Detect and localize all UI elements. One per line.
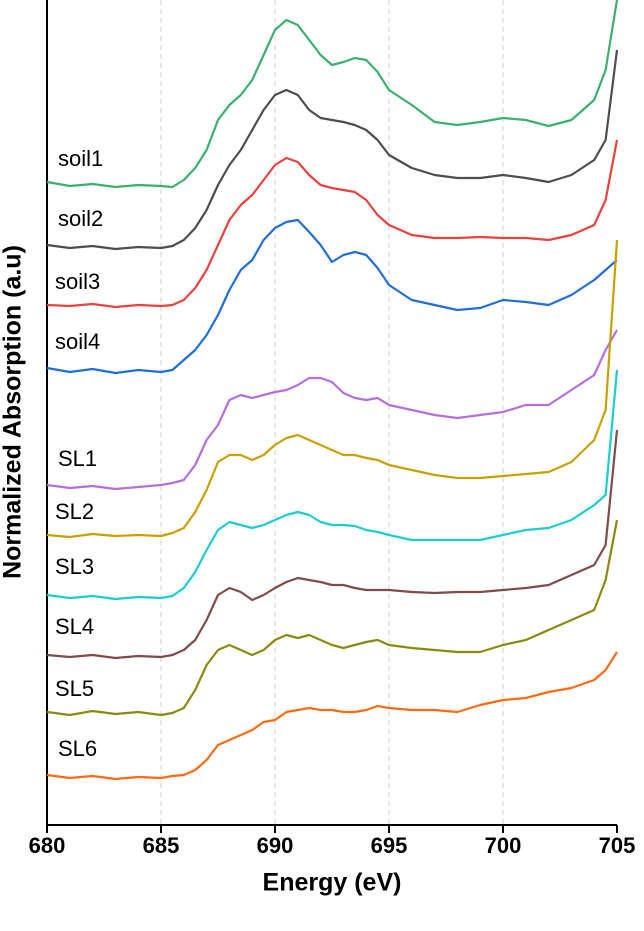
x-tick-label: 705 bbox=[599, 833, 636, 858]
series-label: soil4 bbox=[55, 329, 100, 354]
series-line bbox=[46, 651, 618, 781]
series-label: SL2 bbox=[55, 499, 94, 524]
series-line bbox=[46, 329, 618, 491]
series-label: soil3 bbox=[55, 269, 100, 294]
series-line bbox=[46, 0, 619, 189]
series-label: SL6 bbox=[58, 736, 97, 761]
series-line bbox=[46, 49, 619, 251]
x-tick-label: 695 bbox=[371, 833, 408, 858]
x-tick-label: 680 bbox=[29, 833, 66, 858]
x-tick-label: 700 bbox=[485, 833, 522, 858]
series-line bbox=[46, 369, 619, 601]
x-tick-label: 690 bbox=[257, 833, 294, 858]
y-axis-title: Normalized Absorption (a.u) bbox=[0, 245, 27, 579]
series-line bbox=[46, 429, 619, 660]
series-label: soil2 bbox=[58, 206, 103, 231]
series-label: SL1 bbox=[58, 446, 97, 471]
series-label: SL4 bbox=[55, 614, 94, 639]
series-label: SL3 bbox=[55, 554, 94, 579]
series-line bbox=[46, 139, 619, 309]
x-axis-title: Energy (eV) bbox=[263, 869, 402, 897]
series-line bbox=[46, 519, 619, 717]
series-line bbox=[46, 239, 619, 539]
series-line bbox=[46, 218, 618, 375]
x-tick-label: 685 bbox=[143, 833, 180, 858]
series-label: soil1 bbox=[58, 146, 103, 171]
series-label: SL5 bbox=[55, 676, 94, 701]
